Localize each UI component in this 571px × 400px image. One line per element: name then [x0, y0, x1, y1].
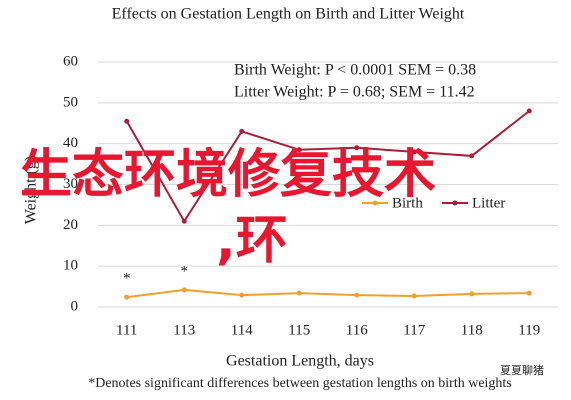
plot-area: 0 10 20 30 40 50 60 111 113 114 115 116 117 118 119 * * B… — [63, 53, 558, 338]
data-point — [181, 218, 187, 224]
annotation: Birth Weight: P < 0.0001 SEM = 0.38 — [234, 62, 476, 79]
significance-label: * — [181, 263, 189, 279]
x-tick-label: 113 — [173, 322, 195, 338]
watermark: 夏夏聊猪 — [500, 363, 544, 377]
data-point — [296, 147, 302, 153]
x-axis-label: Gestation Length, days — [226, 353, 374, 370]
overlay-text: 生态环境修复技术 — [20, 145, 436, 205]
data-point — [354, 145, 360, 151]
chart-title: Effects on Gestation Length on Birth and… — [112, 6, 465, 23]
data-point — [469, 291, 475, 297]
data-point — [239, 128, 245, 134]
overlay-text: ,环 — [216, 211, 288, 271]
y-tick-label: 40 — [63, 135, 78, 151]
footnote: *Denotes significant differences between… — [88, 376, 512, 391]
x-tick-label: 119 — [518, 322, 540, 338]
data-point — [181, 287, 187, 293]
series-line — [125, 110, 530, 224]
x-tick-label: 115 — [288, 322, 310, 338]
y-tick-label: 10 — [63, 258, 78, 274]
data-point — [296, 290, 302, 296]
data-point — [469, 153, 475, 159]
y-tick-label: 60 — [63, 53, 78, 69]
y-tick-label: 0 — [71, 298, 79, 314]
data-point — [526, 290, 532, 296]
x-tick-label: 116 — [346, 322, 368, 338]
significance-label: * — [123, 271, 131, 287]
y-axis-label: Weight (g) — [23, 156, 40, 224]
data-point — [354, 292, 360, 298]
legend-marker — [372, 200, 378, 206]
data-point — [239, 292, 245, 298]
annotation: Litter Weight: P = 0.68; SEM = 11.42 — [234, 84, 475, 101]
x-tick-label: 118 — [461, 322, 483, 338]
y-tick-label: 20 — [63, 217, 78, 233]
series-line — [126, 288, 530, 299]
legend-label: Litter — [472, 195, 505, 211]
data-point — [411, 293, 417, 299]
legend-label: Birth — [392, 195, 423, 211]
x-tick-label: 117 — [403, 322, 425, 338]
x-tick-label: 114 — [231, 322, 253, 338]
data-point — [124, 118, 130, 124]
x-tick-label: 111 — [116, 322, 137, 338]
legend-marker — [452, 200, 458, 206]
data-point — [526, 108, 532, 114]
data-point — [124, 294, 130, 300]
y-tick-label: 50 — [63, 94, 78, 110]
y-tick-label: 30 — [63, 176, 78, 192]
data-point — [411, 149, 417, 155]
